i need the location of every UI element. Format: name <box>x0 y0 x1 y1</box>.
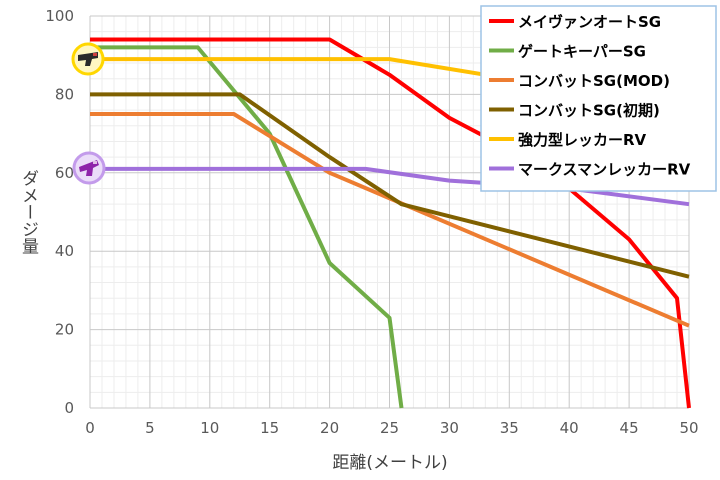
x-tick-label: 50 <box>679 419 698 437</box>
legend-box <box>480 5 717 192</box>
legend-label: ゲートキーパーSG <box>518 43 646 61</box>
y-tick-label: 60 <box>55 164 74 182</box>
series-line-4 <box>90 92 690 279</box>
x-tick-label: 10 <box>200 419 219 437</box>
series-line-3 <box>90 112 690 328</box>
x-tick-label: 40 <box>560 419 579 437</box>
legend-label: コンバットSG(初期) <box>518 102 660 120</box>
legend-label: マークスマンレッカーRV <box>518 161 691 179</box>
series-line-5 <box>90 57 510 81</box>
x-tick-label: 35 <box>500 419 519 437</box>
series-line-6 <box>90 166 690 207</box>
weapon-icons <box>71 42 106 185</box>
legend-label: 強力型レッカーRV <box>518 131 647 149</box>
x-tick-label: 25 <box>380 419 399 437</box>
y-axis-title: ダメージ量 <box>18 169 39 254</box>
shotgun-weapon-icon <box>71 42 105 76</box>
x-axis-title: 距離(メートル) <box>332 453 447 473</box>
x-tick-label: 20 <box>320 419 339 437</box>
x-tick-label: 30 <box>440 419 459 437</box>
legend: メイヴァンオートSG ゲートキーパーSG コンバットSG(MOD) コンバットSG(初… <box>480 5 717 192</box>
y-tick-label: 0 <box>64 399 74 417</box>
legend-label: メイヴァンオートSG <box>518 13 661 31</box>
x-tick-label: 5 <box>145 419 155 437</box>
y-axis-ticks: 0 20 40 60 80 100 <box>45 7 74 417</box>
series-lines <box>90 37 691 409</box>
y-tick-label: 40 <box>55 242 74 260</box>
x-tick-label: 15 <box>260 419 279 437</box>
x-axis-ticks: 0 5 10 15 20 25 30 35 40 45 50 <box>85 419 698 437</box>
y-tick-label: 100 <box>45 7 74 25</box>
x-tick-label: 45 <box>620 419 639 437</box>
purple-weapon-icon <box>72 151 106 185</box>
y-tick-label: 20 <box>55 321 74 339</box>
series-line-2 <box>90 45 404 409</box>
x-tick-label: 0 <box>85 419 95 437</box>
y-tick-label: 80 <box>55 85 74 103</box>
legend-label: コンバットSG(MOD) <box>518 72 670 90</box>
